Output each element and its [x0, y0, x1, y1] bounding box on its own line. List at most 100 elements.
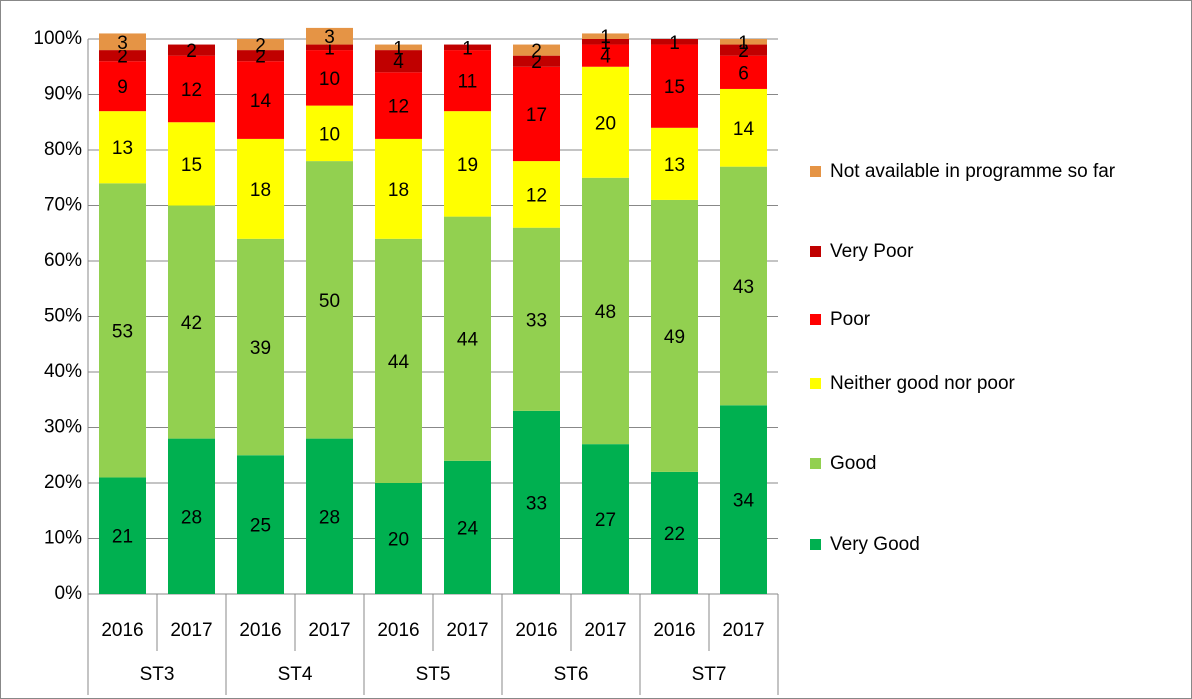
data-label: 2	[738, 41, 749, 62]
data-label: 10	[319, 124, 340, 145]
data-label: 18	[388, 180, 409, 201]
bar-segment	[168, 438, 215, 594]
x-tick-label: 2017	[584, 620, 626, 641]
bar-segment	[582, 66, 629, 178]
data-label: 17	[526, 105, 547, 126]
data-label: 2	[186, 41, 197, 62]
legend-item: Poor	[810, 307, 1180, 333]
legend-swatch	[810, 378, 821, 389]
bar-segment	[720, 88, 767, 167]
data-label: 42	[181, 313, 202, 334]
bar-segment	[237, 238, 284, 456]
data-label: 39	[250, 338, 271, 359]
data-label: 33	[526, 493, 547, 514]
bar-segment	[99, 183, 146, 478]
data-label: 24	[457, 518, 479, 539]
y-tick-label: 80%	[44, 139, 82, 160]
x-tick-label: 2017	[722, 620, 764, 641]
data-label: 11	[458, 72, 478, 93]
legend-swatch	[810, 314, 821, 325]
bar-segment	[237, 61, 284, 139]
data-label: 4	[393, 52, 404, 73]
bar-segment	[582, 39, 629, 45]
bar-segment	[720, 405, 767, 594]
y-tick-label: 100%	[33, 28, 82, 49]
y-tick-label: 10%	[44, 528, 82, 549]
data-label: 53	[112, 321, 133, 342]
bar-segment	[168, 55, 215, 123]
x-tick-label: 2017	[446, 620, 488, 641]
bar-segment	[720, 166, 767, 406]
legend-item: Very Poor	[810, 239, 1180, 265]
data-label: 14	[733, 119, 755, 140]
x-tick-label: 2016	[377, 620, 419, 641]
bar-segment	[375, 238, 422, 483]
data-label: 3	[324, 27, 335, 48]
bar-segment	[168, 44, 215, 56]
legend-label: Good	[830, 453, 877, 474]
data-label: 44	[457, 330, 479, 351]
legend-item: Neither good nor poor	[810, 371, 1180, 397]
bar-segment	[651, 127, 698, 200]
x-tick-label: 2016	[515, 620, 557, 641]
bar-segment	[237, 50, 284, 62]
data-label: 20	[595, 113, 616, 134]
bar-segment	[444, 216, 491, 461]
data-label: 12	[181, 80, 202, 101]
group-label: ST7	[692, 664, 727, 685]
data-label: 9	[117, 77, 128, 98]
bar-segment	[651, 471, 698, 594]
bar-segment	[168, 205, 215, 439]
y-tick-label: 0%	[55, 583, 83, 604]
data-label: 13	[664, 155, 685, 176]
data-label: 2	[531, 52, 542, 73]
bar-segment	[99, 477, 146, 594]
data-label: 28	[319, 507, 340, 528]
data-label: 21	[112, 527, 133, 548]
legend-swatch	[810, 166, 821, 177]
y-tick-label: 40%	[44, 361, 82, 382]
bar-segment	[513, 227, 560, 411]
bar-segment	[306, 161, 353, 439]
bar-segment	[513, 410, 560, 594]
legend-swatch	[810, 458, 821, 469]
bar-segment	[513, 44, 560, 56]
data-label: 1	[600, 33, 611, 54]
bar-segment	[99, 50, 146, 62]
data-label: 6	[738, 63, 749, 84]
data-label: 49	[664, 327, 685, 348]
bar-segment	[582, 44, 629, 67]
data-label: 25	[250, 516, 271, 537]
bar-segment	[582, 177, 629, 445]
legend-label: Poor	[830, 309, 871, 330]
data-label: 1	[393, 38, 404, 59]
data-label: 43	[733, 277, 754, 298]
data-label: 2	[255, 36, 266, 57]
data-label: 1	[324, 38, 335, 59]
x-tick-label: 2017	[170, 620, 212, 641]
legend-item: Very Good	[810, 532, 1180, 558]
data-label: 10	[319, 69, 340, 90]
data-label: 12	[388, 97, 409, 118]
y-tick-label: 30%	[44, 417, 82, 438]
bar-segment	[306, 50, 353, 106]
bar-segment	[375, 483, 422, 594]
bar-segment	[168, 122, 215, 206]
group-label: ST6	[554, 664, 589, 685]
y-tick-label: 90%	[44, 84, 82, 105]
bar-segment	[720, 39, 767, 45]
data-label: 1	[738, 33, 749, 54]
legend-label: Very Good	[830, 534, 920, 555]
bar-segment	[375, 44, 422, 51]
legend-label: Not available in programme so far	[830, 161, 1116, 182]
data-label: 1	[669, 33, 680, 54]
data-label: 2	[117, 47, 128, 68]
legend-label: Neither good nor poor	[830, 373, 1015, 394]
data-label: 48	[595, 302, 616, 323]
bar-segment	[444, 50, 491, 112]
data-label: 1	[462, 38, 473, 59]
bar-segment	[375, 50, 422, 73]
data-label: 2	[255, 47, 266, 68]
